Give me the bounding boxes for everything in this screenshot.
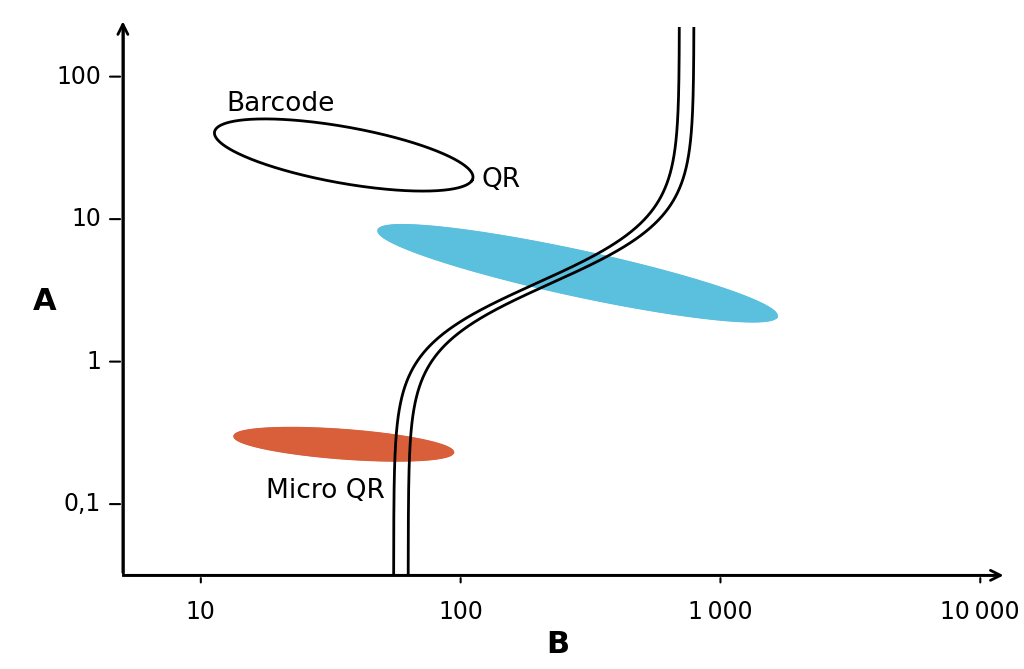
Text: Barcode: Barcode xyxy=(226,90,335,116)
Text: 100: 100 xyxy=(56,65,101,88)
Text: A: A xyxy=(33,286,56,316)
Text: 0,1: 0,1 xyxy=(63,492,101,516)
Polygon shape xyxy=(234,427,454,461)
Text: 100: 100 xyxy=(438,600,483,624)
Text: 10 000: 10 000 xyxy=(940,600,1020,624)
Polygon shape xyxy=(214,119,473,191)
Text: 10: 10 xyxy=(186,600,216,624)
Text: 10: 10 xyxy=(72,207,101,231)
Text: 1 000: 1 000 xyxy=(688,600,753,624)
Polygon shape xyxy=(378,225,777,322)
Text: B: B xyxy=(547,630,569,659)
Text: Micro QR: Micro QR xyxy=(266,478,385,504)
Text: 1: 1 xyxy=(86,350,101,373)
Text: QR: QR xyxy=(481,167,520,193)
